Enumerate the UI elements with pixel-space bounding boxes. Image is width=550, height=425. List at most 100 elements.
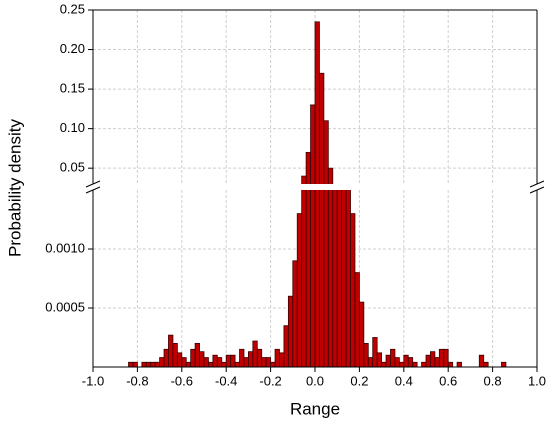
break-mark [85, 186, 101, 194]
bar [247, 351, 254, 367]
bar [327, 167, 334, 184]
bar [256, 348, 263, 367]
x-axis-title: Range [290, 399, 340, 418]
bar [190, 348, 196, 367]
lower-bars [128, 190, 507, 367]
x-tick-label: 0.2 [350, 373, 368, 388]
bar [358, 301, 365, 367]
bar [403, 354, 409, 367]
bar [501, 361, 507, 367]
bar [168, 334, 174, 367]
bar [478, 354, 485, 367]
bar [367, 357, 374, 367]
bar [310, 190, 316, 367]
bar [394, 357, 400, 367]
bar [301, 190, 307, 367]
bar [292, 260, 298, 367]
bar [279, 352, 285, 367]
bar [199, 351, 205, 367]
bar [225, 354, 232, 367]
bar [296, 213, 303, 367]
break-mark [529, 186, 545, 194]
bar [381, 361, 387, 367]
bar [336, 190, 343, 367]
upper-bars [301, 21, 334, 184]
bar [287, 295, 294, 367]
bar [412, 361, 418, 367]
bar [145, 361, 152, 367]
bar [305, 190, 311, 367]
bar [319, 190, 325, 367]
bar [350, 213, 356, 367]
bar [376, 352, 383, 367]
bar [443, 348, 449, 367]
y-axis-title: Probability density [5, 119, 24, 257]
x-tick-label: -0.8 [126, 373, 148, 388]
bar [483, 361, 489, 367]
bar [212, 354, 218, 367]
bar [230, 354, 236, 367]
bar [132, 361, 138, 367]
bar [332, 190, 338, 367]
bar [252, 340, 258, 367]
bar [345, 190, 351, 367]
bar [185, 361, 192, 367]
bar [283, 325, 289, 367]
bar [385, 354, 391, 367]
bar [398, 361, 405, 367]
bar [239, 348, 245, 367]
bar [363, 342, 369, 367]
y-tick-label: 0.0005 [45, 299, 85, 314]
bar [163, 348, 169, 367]
bar [301, 175, 307, 184]
bar [323, 190, 329, 367]
bar [447, 361, 454, 367]
bar [243, 357, 249, 367]
bar [216, 357, 223, 367]
bar [181, 357, 187, 367]
bar [141, 361, 147, 367]
x-tick-label: -0.2 [259, 373, 281, 388]
bar [407, 357, 414, 367]
y-tick-label: 0.05 [60, 160, 85, 175]
x-tick-label: 0.6 [439, 373, 457, 388]
bar [305, 151, 311, 184]
bar [234, 361, 240, 367]
x-tick-label: 0.0 [306, 373, 324, 388]
bar [221, 361, 227, 367]
break-gap [85, 184, 101, 190]
x-tick-label: 1.0 [528, 373, 546, 388]
bar [314, 190, 320, 367]
bar [270, 361, 276, 367]
bar [438, 348, 445, 367]
bar [372, 337, 378, 367]
bar [319, 72, 325, 184]
bar [154, 361, 161, 367]
bar [128, 361, 134, 367]
bar [172, 342, 178, 367]
bar [456, 361, 462, 367]
bar [208, 361, 214, 367]
x-tick-label: -0.4 [215, 373, 237, 388]
bar [159, 357, 165, 367]
bar [176, 352, 183, 367]
bar [194, 342, 200, 367]
break-mark [85, 180, 101, 188]
x-tick-label: 0.4 [395, 373, 413, 388]
y-tick-label: 0.10 [60, 120, 85, 135]
break-mark [529, 180, 545, 188]
bar [203, 357, 209, 367]
y-tick-label: 0.25 [60, 1, 85, 16]
bar [354, 272, 360, 367]
bar [310, 104, 316, 184]
x-tick-label: -0.6 [171, 373, 193, 388]
bar [390, 348, 396, 367]
y-tick-label: 0.15 [60, 81, 85, 96]
x-tick-label: 0.8 [484, 373, 502, 388]
bar [265, 357, 272, 367]
bar [434, 357, 440, 367]
bar [314, 21, 320, 184]
bar [261, 357, 267, 367]
x-tick-label: -1.0 [82, 373, 104, 388]
